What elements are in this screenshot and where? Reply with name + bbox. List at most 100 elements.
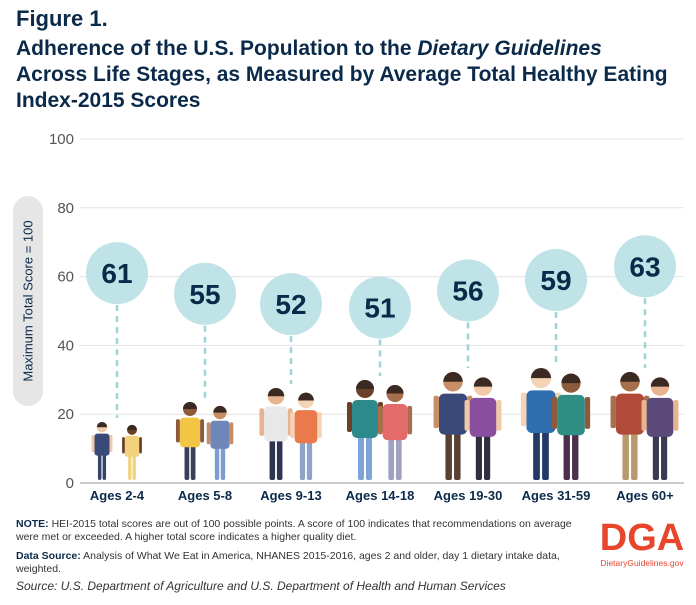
value-label: 56 xyxy=(452,275,483,306)
note-label: NOTE: xyxy=(16,518,49,530)
person-leg xyxy=(475,433,482,480)
person-hair xyxy=(182,401,198,410)
person-torso xyxy=(615,393,645,435)
person-arm xyxy=(610,395,616,429)
x-tick-label: Ages 31-59 xyxy=(522,488,591,503)
source-line: Source: U.S. Department of Agriculture a… xyxy=(16,579,506,593)
person-arm xyxy=(206,422,211,445)
figure-label: Figure 1. xyxy=(16,6,108,31)
person-torso xyxy=(646,397,674,437)
person-arm xyxy=(290,411,295,439)
person-leg xyxy=(269,438,276,480)
y-tick-label: 20 xyxy=(57,406,74,423)
value-label: 51 xyxy=(364,293,395,324)
person-torso xyxy=(526,390,556,433)
person-hair xyxy=(386,384,404,394)
person-torso xyxy=(352,400,378,438)
value-label: 52 xyxy=(275,289,306,320)
person-arm xyxy=(520,392,527,427)
person-arm xyxy=(641,399,647,431)
notes: NOTE: HEI-2015 total scores are out of 1… xyxy=(16,518,576,582)
y-axis-label-background xyxy=(13,196,43,406)
person-leg xyxy=(214,446,220,480)
note-text: HEI-2015 total scores are out of 100 pos… xyxy=(16,518,572,543)
people-illustrations xyxy=(91,368,679,480)
person-arm xyxy=(464,399,470,431)
person-arm xyxy=(496,399,502,431)
y-tick-label: 60 xyxy=(57,269,74,286)
x-tick-label: Ages 9-13 xyxy=(260,488,321,503)
value-bubble xyxy=(86,242,148,305)
person-torso xyxy=(438,393,468,435)
x-tick-label: Ages 19-30 xyxy=(434,488,503,503)
data-source-paragraph: Data Source: Analysis of What We Eat in … xyxy=(16,550,576,576)
person-arm xyxy=(673,399,679,431)
person-illustration xyxy=(551,373,591,480)
person-illustration xyxy=(641,377,679,480)
person-leg xyxy=(97,453,102,480)
value-label: 59 xyxy=(540,265,571,296)
person-hair xyxy=(561,373,581,384)
person-leg xyxy=(533,429,540,480)
person-arm xyxy=(175,419,180,443)
person-illustration xyxy=(377,384,413,480)
person-hair xyxy=(473,377,493,387)
person-leg xyxy=(276,438,283,480)
x-axis-labels: Ages 2-4 Ages 5-8 Ages 9-13 Ages 14-18 Ages … xyxy=(90,488,674,503)
person-torso xyxy=(557,394,585,436)
person-arm xyxy=(584,397,591,429)
person-torso xyxy=(210,420,230,449)
person-leg xyxy=(454,431,461,480)
y-axis-label: Maximum Total Score = 100 xyxy=(21,220,36,381)
person-illustration xyxy=(122,424,142,480)
person-hair xyxy=(530,368,552,379)
person-leg xyxy=(652,433,659,480)
person-torso xyxy=(469,397,497,437)
person-hair xyxy=(650,377,670,387)
person-illustration xyxy=(347,380,383,480)
person-illustration xyxy=(520,368,562,480)
value-bubble xyxy=(174,262,236,325)
person-arm xyxy=(407,405,413,435)
person-torso xyxy=(382,404,408,441)
person-illustration xyxy=(290,392,322,480)
y-tick-label: 0 xyxy=(66,475,74,492)
x-tick-label: Ages 14-18 xyxy=(346,488,415,503)
data-source-text: Analysis of What We Eat in America, NHAN… xyxy=(16,550,560,575)
person-leg xyxy=(542,429,549,480)
value-label: 63 xyxy=(629,251,660,282)
person-leg xyxy=(220,446,226,480)
person-illustration xyxy=(91,421,113,480)
person-torso xyxy=(124,435,140,457)
value-bubble xyxy=(437,259,499,322)
person-arm xyxy=(551,397,558,429)
chart: 0 20 40 60 80 100 Maximum Total Score = 100 6… xyxy=(13,131,684,503)
person-hair xyxy=(443,372,463,382)
x-tick-label: Ages 2-4 xyxy=(90,488,145,503)
y-tick-label: 80 xyxy=(57,200,74,217)
x-tick-label: Ages 60+ xyxy=(616,488,674,503)
dga-logo: DGA DietaryGuidelines.gov xyxy=(600,517,685,568)
person-leg xyxy=(445,431,452,480)
person-leg xyxy=(395,437,402,480)
person-illustration xyxy=(464,377,502,480)
person-torso xyxy=(294,410,318,444)
person-hair xyxy=(127,424,137,430)
note-paragraph: NOTE: HEI-2015 total scores are out of 1… xyxy=(16,518,576,544)
person-leg xyxy=(661,433,668,480)
data-marks: 61 55 52 51 56 59 63 xyxy=(86,235,676,418)
dga-logo-mark: DGA xyxy=(600,517,684,559)
person-arm xyxy=(200,419,205,443)
person-hair xyxy=(96,421,108,428)
person-torso xyxy=(179,417,201,448)
person-leg xyxy=(299,440,306,480)
data-source-label: Data Source: xyxy=(16,550,81,562)
y-tick-label: 100 xyxy=(49,131,74,148)
person-leg xyxy=(572,432,579,480)
person-leg xyxy=(358,435,364,480)
person-leg xyxy=(306,440,313,480)
person-arm xyxy=(229,422,234,445)
person-illustration xyxy=(259,388,293,480)
person-hair xyxy=(213,405,227,413)
person-hair xyxy=(620,372,640,382)
